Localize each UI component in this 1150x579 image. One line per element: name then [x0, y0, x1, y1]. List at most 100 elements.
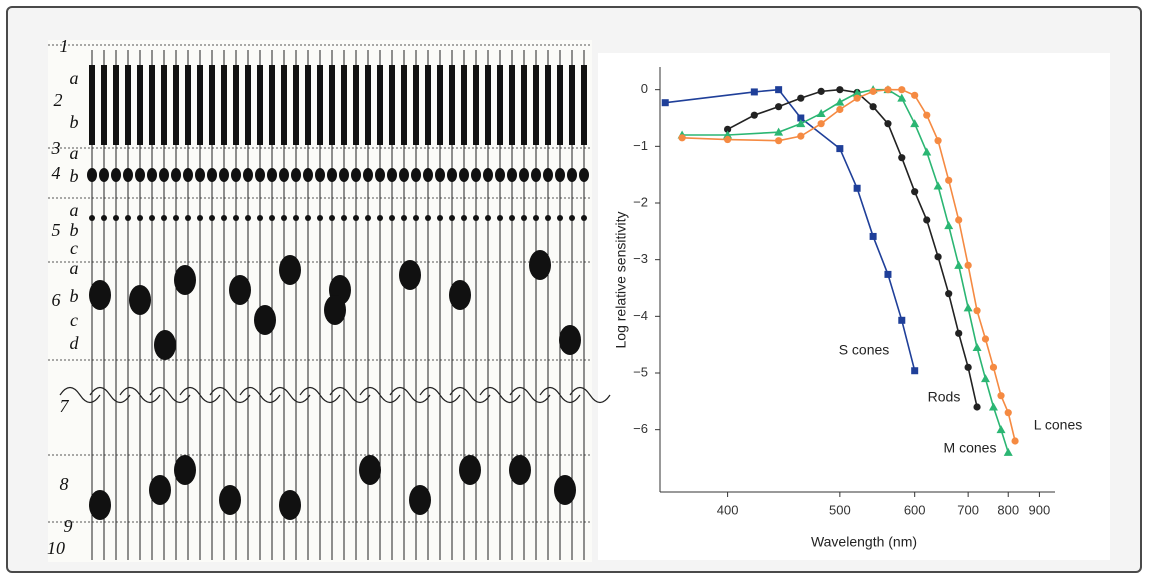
marker [898, 154, 906, 162]
terminal [233, 215, 239, 221]
marker [955, 216, 963, 224]
nucleus [531, 168, 541, 182]
terminal [305, 215, 311, 221]
rod [197, 65, 203, 145]
terminal [149, 215, 155, 221]
neuron [399, 260, 421, 290]
x-tick-label: 800 [997, 502, 1019, 517]
neuron [174, 265, 196, 295]
marker [923, 216, 931, 224]
marker [973, 307, 981, 315]
plexus [329, 386, 371, 404]
marker [944, 221, 954, 230]
terminal [533, 215, 539, 221]
layer-label: 4 [52, 163, 61, 183]
plexus [389, 386, 431, 404]
plexus [59, 386, 101, 404]
neuron [219, 485, 241, 515]
marker [911, 91, 919, 99]
nucleus [567, 168, 577, 182]
marker [988, 402, 998, 411]
rod [173, 65, 179, 145]
x-tick-label: 600 [904, 502, 926, 517]
terminal [557, 215, 563, 221]
terminal [221, 215, 227, 221]
layer-label: a [70, 68, 79, 88]
nucleus [471, 168, 481, 182]
marker [933, 181, 943, 190]
marker [869, 103, 877, 111]
marker [816, 108, 826, 117]
plexus [239, 386, 281, 404]
rod [401, 65, 407, 145]
plexus [539, 386, 581, 404]
nucleus [255, 168, 265, 182]
terminal [389, 215, 395, 221]
series-label: L cones [1034, 417, 1083, 433]
marker [836, 105, 844, 114]
nucleus [423, 168, 433, 182]
rod [341, 65, 347, 145]
marker [996, 425, 1006, 434]
neuron [529, 250, 551, 280]
terminal [317, 215, 323, 221]
nucleus [135, 168, 145, 182]
rod [281, 65, 287, 145]
terminal [341, 215, 347, 221]
marker [750, 111, 758, 119]
marker [923, 111, 931, 119]
nucleus [435, 168, 445, 182]
terminal [329, 215, 335, 221]
marker [964, 261, 972, 269]
rod [101, 65, 107, 145]
rod [533, 65, 539, 145]
terminal [437, 215, 443, 221]
terminal [161, 215, 167, 221]
y-tick-label: −1 [633, 138, 648, 153]
marker [835, 97, 845, 106]
plexus [509, 386, 551, 404]
marker [997, 392, 1005, 400]
rod [233, 65, 239, 145]
terminal [89, 215, 95, 221]
nucleus [171, 168, 181, 182]
marker [884, 270, 892, 278]
marker [774, 127, 784, 136]
neuron [559, 325, 581, 355]
terminal [377, 215, 383, 221]
layer-label: d [70, 333, 80, 353]
nucleus [363, 168, 373, 182]
nucleus [267, 168, 277, 182]
nucleus [375, 168, 385, 182]
nucleus [315, 168, 325, 182]
layer-label: b [70, 166, 79, 186]
y-tick-label: −4 [633, 308, 648, 323]
series-line [682, 88, 1016, 442]
neuron [89, 490, 111, 520]
marker [750, 88, 758, 96]
marker [724, 135, 732, 144]
y-tick-label: 0 [641, 81, 648, 96]
marker [817, 87, 825, 95]
plexus [479, 386, 521, 404]
neuron [154, 330, 176, 360]
nucleus [327, 168, 337, 182]
rod [317, 65, 323, 145]
layer-label: 5 [52, 220, 61, 240]
rod [569, 65, 575, 145]
plexus [119, 386, 161, 404]
plexus [149, 386, 191, 404]
layer-label: 8 [60, 474, 69, 494]
marker [945, 176, 953, 184]
marker [817, 120, 825, 128]
x-tick-label: 700 [957, 502, 979, 517]
neuron [359, 455, 381, 485]
terminal [101, 215, 107, 221]
nucleus [579, 168, 589, 182]
x-axis-title: Wavelength (nm) [811, 534, 917, 550]
plexus [569, 386, 611, 404]
layer-label: c [70, 238, 78, 258]
layer-label: a [70, 200, 79, 220]
rod [161, 65, 167, 145]
